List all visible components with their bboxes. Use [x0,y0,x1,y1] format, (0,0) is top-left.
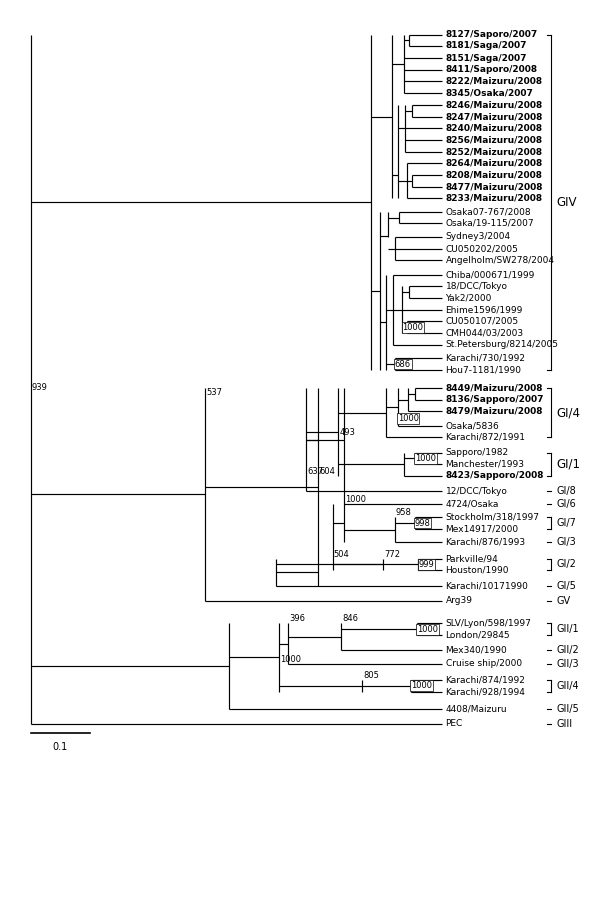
Text: CMH044/03/2003: CMH044/03/2003 [446,328,524,337]
Text: 8252/Maizuru/2008: 8252/Maizuru/2008 [446,147,542,156]
Text: GI/3: GI/3 [556,538,576,548]
Text: 8222/Maizuru/2008: 8222/Maizuru/2008 [446,77,542,86]
Text: 8477/Maizuru/2008: 8477/Maizuru/2008 [446,182,543,191]
Text: GIV: GIV [556,196,577,209]
Text: 8136/Sapporo/2007: 8136/Sapporo/2007 [446,395,544,405]
Text: Yak2/2000: Yak2/2000 [446,294,492,303]
Text: 8127/Saporo/2007: 8127/Saporo/2007 [446,30,538,39]
Text: Osaka/19-115/2007: Osaka/19-115/2007 [446,219,534,228]
Text: GI/7: GI/7 [556,518,576,528]
Text: Cruise ship/2000: Cruise ship/2000 [446,659,521,668]
Text: Ehime1596/1999: Ehime1596/1999 [446,306,523,314]
Text: London/29845: London/29845 [446,630,510,639]
Text: Karachi/730/1992: Karachi/730/1992 [446,354,526,363]
Text: GI/1: GI/1 [556,458,580,471]
Text: Osaka07-767/2008: Osaka07-767/2008 [446,208,531,216]
Text: Mex14917/2000: Mex14917/2000 [446,524,518,533]
Text: CU050107/2005: CU050107/2005 [446,317,518,326]
Text: Mex340/1990: Mex340/1990 [446,646,508,655]
Text: 8246/Maizuru/2008: 8246/Maizuru/2008 [446,101,543,110]
Text: 1000: 1000 [417,625,438,634]
Text: GII/1: GII/1 [556,624,579,634]
Text: Manchester/1993: Manchester/1993 [446,460,524,469]
Text: Karachi/928/1994: Karachi/928/1994 [446,688,526,697]
Text: 805: 805 [364,671,379,680]
Text: 0.1: 0.1 [53,742,68,752]
Text: 1000: 1000 [411,681,432,690]
Text: 1000: 1000 [403,323,424,332]
Text: Houston/1990: Houston/1990 [446,566,509,575]
Text: 537: 537 [206,388,223,397]
Text: Hou7-1181/1990: Hou7-1181/1990 [446,366,521,375]
Text: Karachi/872/1991: Karachi/872/1991 [446,433,526,442]
Text: 493: 493 [340,428,356,437]
Text: 637: 637 [307,467,323,476]
Text: 1000: 1000 [346,495,367,503]
Text: GV: GV [556,596,571,606]
Text: Karachi/10171990: Karachi/10171990 [446,581,529,590]
Text: 8181/Saga/2007: 8181/Saga/2007 [446,41,527,50]
Text: 396: 396 [289,614,305,623]
Text: GI/4: GI/4 [556,406,580,419]
Text: Sapporo/1982: Sapporo/1982 [446,448,509,457]
Text: 4724/Osaka: 4724/Osaka [446,500,499,508]
Text: 8411/Saporo/2008: 8411/Saporo/2008 [446,65,538,74]
Text: GII/3: GII/3 [556,658,579,668]
Text: 686: 686 [395,359,411,368]
Text: Osaka/5836: Osaka/5836 [446,421,499,430]
Text: 999: 999 [418,560,434,569]
Text: 8345/Osaka/2007: 8345/Osaka/2007 [446,89,533,98]
Text: 8423/Sapporo/2008: 8423/Sapporo/2008 [446,472,544,481]
Text: Karachi/874/1992: Karachi/874/1992 [446,676,526,685]
Text: SLV/Lyon/598/1997: SLV/Lyon/598/1997 [446,619,532,628]
Text: 1000: 1000 [398,414,419,423]
Text: 846: 846 [343,614,359,623]
Text: 958: 958 [396,508,412,517]
Text: 1000: 1000 [415,454,436,463]
Text: 8208/Maizuru/2008: 8208/Maizuru/2008 [446,171,542,180]
Text: Angelholm/SW278/2004: Angelholm/SW278/2004 [446,256,554,265]
Text: 8264/Maizuru/2008: 8264/Maizuru/2008 [446,159,543,168]
Text: GI/6: GI/6 [556,499,576,509]
Text: GIII: GIII [556,719,572,729]
Text: 18/DCC/Tokyo: 18/DCC/Tokyo [446,282,508,291]
Text: 12/DCC/Tokyo: 12/DCC/Tokyo [446,487,508,496]
Text: 8256/Maizuru/2008: 8256/Maizuru/2008 [446,135,542,144]
Text: GI/2: GI/2 [556,560,576,570]
Text: GII/2: GII/2 [556,645,579,656]
Text: 604: 604 [319,467,335,476]
Text: 8240/Maizuru/2008: 8240/Maizuru/2008 [446,123,542,132]
Text: 8247/Maizuru/2008: 8247/Maizuru/2008 [446,112,543,121]
Text: GI/8: GI/8 [556,486,576,496]
Text: 4408/Maizuru: 4408/Maizuru [446,704,507,713]
Text: PEC: PEC [446,719,463,728]
Text: GII/4: GII/4 [556,681,579,691]
Text: 504: 504 [334,550,349,559]
Text: Karachi/876/1993: Karachi/876/1993 [446,538,526,547]
Text: 772: 772 [384,550,400,559]
Text: 8151/Saga/2007: 8151/Saga/2007 [446,54,527,63]
Text: CU050202/2005: CU050202/2005 [446,244,518,253]
Text: 8479/Maizuru/2008: 8479/Maizuru/2008 [446,406,543,415]
Text: 8233/Maizuru/2008: 8233/Maizuru/2008 [446,194,542,203]
Text: 8449/Maizuru/2008: 8449/Maizuru/2008 [446,384,543,393]
Text: 998: 998 [415,519,431,528]
Text: Arg39: Arg39 [446,597,473,605]
Text: GII/5: GII/5 [556,704,579,714]
Text: 1000: 1000 [280,655,301,664]
Text: Chiba/000671/1999: Chiba/000671/1999 [446,270,535,279]
Text: St.Petersburg/8214/2005: St.Petersburg/8214/2005 [446,340,559,349]
Text: GI/5: GI/5 [556,580,576,590]
Text: 939: 939 [32,384,48,393]
Text: Stockholm/318/1997: Stockholm/318/1997 [446,512,539,522]
Text: Parkville/94: Parkville/94 [446,554,499,563]
Text: Sydney3/2004: Sydney3/2004 [446,232,511,241]
